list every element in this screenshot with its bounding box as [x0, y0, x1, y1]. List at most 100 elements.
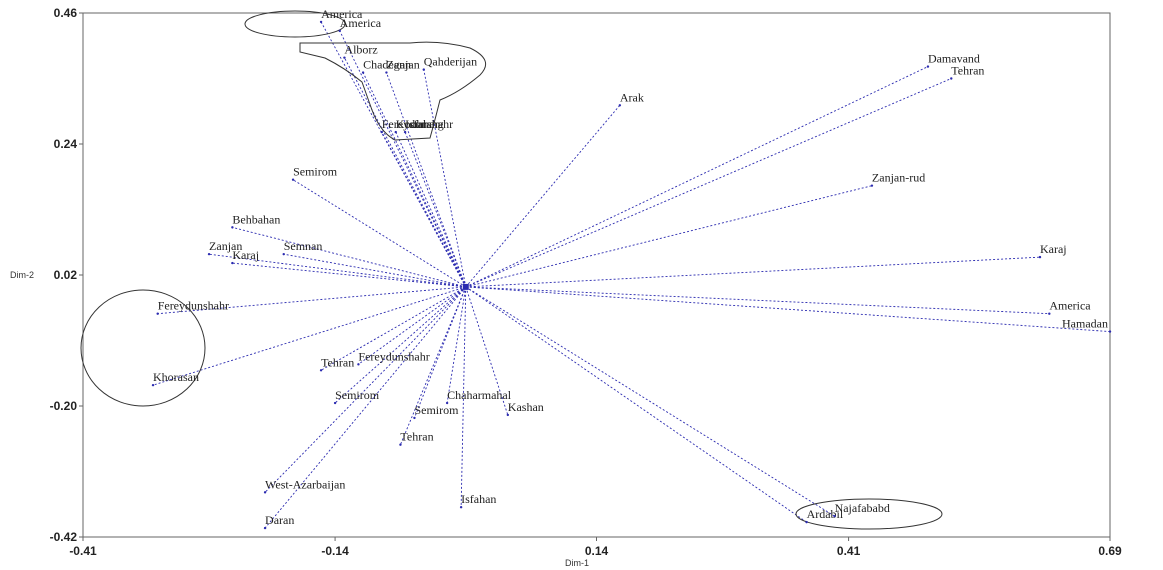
data-point — [413, 416, 416, 420]
point-label: America — [1049, 299, 1091, 313]
data-point — [333, 401, 337, 405]
data-point — [926, 65, 930, 68]
x-tick-label: 0.41 — [837, 544, 861, 558]
ray-line — [465, 286, 1111, 333]
ray-line — [465, 66, 929, 288]
point-label: Ardabil — [807, 507, 844, 521]
point-label: America — [321, 7, 363, 21]
point-label: Alborz — [344, 43, 377, 57]
data-point — [1048, 312, 1051, 315]
x-tick-label: -0.41 — [69, 544, 97, 558]
ray-line — [446, 286, 467, 404]
ray-line — [386, 72, 467, 288]
origin-marker — [462, 283, 469, 290]
data-point — [380, 130, 383, 134]
point-label: Karaj — [232, 248, 259, 262]
y-tick-label: -0.42 — [50, 530, 78, 544]
point-label: Tehran — [951, 64, 984, 78]
ray-line — [283, 253, 466, 288]
point-label: Isfahan — [461, 492, 496, 506]
y-tick-label: 0.46 — [54, 6, 78, 20]
x-tick-label: -0.14 — [321, 544, 349, 558]
ray-line — [264, 286, 467, 529]
point-label: Tehran — [400, 430, 433, 444]
point-label: Chaharmahal — [447, 388, 512, 402]
ray-line — [344, 57, 467, 288]
data-point — [618, 104, 622, 107]
ray-line — [465, 105, 621, 288]
point-label: Chadegan — [363, 58, 411, 72]
data-point — [805, 520, 808, 524]
data-point — [445, 401, 449, 405]
point-label: Khorasan — [153, 370, 199, 384]
ray-line — [157, 286, 466, 315]
cluster-ellipse-top — [244, 10, 346, 38]
point-label: Hamadan — [1062, 317, 1108, 331]
ray-line — [208, 253, 466, 288]
data-point — [357, 363, 360, 366]
ray-line — [232, 262, 466, 288]
data-point — [338, 29, 341, 33]
data-point — [282, 252, 285, 256]
ray-line — [232, 226, 466, 288]
data-point — [422, 68, 425, 71]
cluster-ellipse-bottom — [795, 498, 943, 530]
data-point — [399, 443, 402, 446]
data-point — [231, 261, 234, 265]
point-label: Tehran — [321, 355, 354, 369]
cluster-ellipse-left — [80, 289, 206, 407]
ray-line — [460, 286, 467, 508]
point-label: West-Azarbaijan — [265, 477, 345, 491]
data-point — [385, 71, 388, 74]
y-tick-label: 0.24 — [54, 137, 78, 151]
y-axis-title: Dim-2 — [10, 270, 34, 280]
point-label: Fereydunshahr — [382, 117, 453, 131]
data-point — [950, 77, 953, 80]
data-point — [319, 369, 323, 372]
plot-frame — [82, 12, 1111, 538]
data-point — [361, 71, 365, 74]
x-tick-label: 0.14 — [585, 544, 609, 558]
data-point — [263, 491, 267, 494]
ellipses — [80, 10, 943, 530]
data-point — [231, 226, 234, 229]
x-axis-title: Dim-1 — [565, 558, 589, 568]
point-label: Semirom — [335, 388, 380, 402]
y-tick-label: -0.20 — [50, 399, 78, 413]
x-tick-label: 0.69 — [1098, 544, 1122, 558]
ray-line — [423, 69, 467, 287]
point-label: Damavand — [928, 52, 980, 66]
ray-line — [465, 286, 807, 523]
point-label: Semirom — [293, 165, 338, 179]
point-label: Zanjan — [209, 239, 242, 253]
data-point — [263, 526, 267, 530]
data-point — [151, 383, 155, 387]
data-point — [833, 514, 836, 518]
ray-line — [334, 286, 467, 404]
point-label: Koohrang — [396, 117, 444, 131]
y-ticks: 0.46 0.24 0.02 -0.20 -0.42 — [50, 6, 83, 544]
data-point — [403, 130, 407, 134]
ray-line — [465, 256, 1041, 288]
data-point — [319, 20, 323, 24]
point-label: Zanjan — [386, 58, 419, 72]
data-point — [394, 130, 397, 134]
ray-line — [465, 286, 1050, 315]
data-point — [207, 252, 211, 256]
ray-line — [465, 185, 873, 288]
data-point — [156, 312, 159, 315]
ray-line — [339, 30, 467, 288]
point-label: Semnan — [284, 239, 323, 253]
ray-line — [152, 286, 466, 386]
data-point — [870, 184, 874, 187]
data-point — [1038, 255, 1042, 259]
data-point — [291, 178, 295, 181]
point-label: Arak — [620, 90, 644, 104]
point-label: Semirom — [414, 403, 459, 417]
ray-line — [404, 131, 467, 288]
ray-line — [465, 286, 509, 416]
data-point — [343, 56, 346, 59]
point-label: Kashan — [508, 400, 544, 414]
ray-line — [292, 179, 467, 288]
